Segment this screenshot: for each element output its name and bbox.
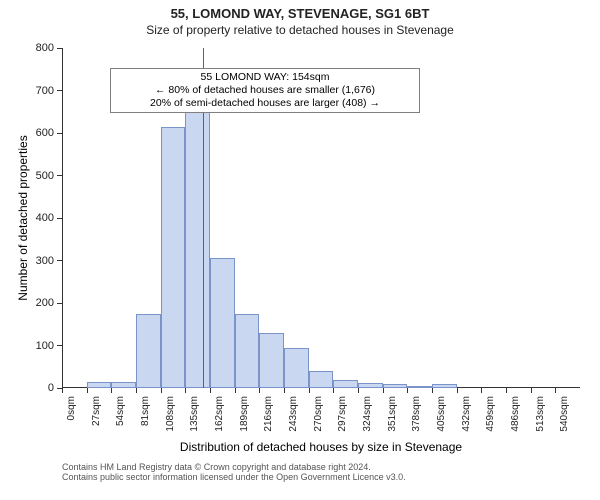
x-tick-mark [235,388,236,393]
x-tick-mark [62,388,63,393]
x-tick-mark [407,388,408,393]
x-tick-label: 135sqm [189,396,200,444]
histogram-bar [432,384,457,388]
x-tick-mark [432,388,433,393]
y-tick-mark [57,218,62,219]
x-tick-mark [185,388,186,393]
histogram-bar [111,382,136,388]
x-tick-label: 486sqm [510,396,521,444]
x-tick-mark [531,388,532,393]
x-tick-label: 243sqm [288,396,299,444]
y-tick-label: 600 [14,127,54,139]
x-tick-mark [87,388,88,393]
chart-subtitle: Size of property relative to detached ho… [0,21,600,37]
y-tick-label: 100 [14,340,54,352]
x-tick-mark [136,388,137,393]
annotation-line: 55 LOMOND WAY: 154sqm [115,71,415,84]
y-tick-mark [57,345,62,346]
histogram-bar [333,380,358,389]
annotation-line: 20% of semi-detached houses are larger (… [115,97,415,110]
x-tick-mark [555,388,556,393]
x-tick-label: 216sqm [263,396,274,444]
y-tick-label: 500 [14,170,54,182]
y-tick-label: 400 [14,212,54,224]
footer-line-2: Contains public sector information licen… [62,472,406,482]
histogram-bar [259,333,284,388]
x-tick-label: 108sqm [165,396,176,444]
chart-title: 55, LOMOND WAY, STEVENAGE, SG1 6BT [0,0,600,21]
histogram-bar [235,314,260,388]
annotation-box: 55 LOMOND WAY: 154sqm← 80% of detached h… [110,68,420,113]
y-tick-label: 200 [14,297,54,309]
histogram-bar [87,382,112,388]
y-tick-label: 0 [14,382,54,394]
x-tick-mark [358,388,359,393]
x-tick-mark [284,388,285,393]
x-tick-label: 54sqm [115,396,126,444]
y-tick-mark [57,90,62,91]
x-tick-label: 162sqm [214,396,225,444]
x-tick-label: 324sqm [362,396,373,444]
x-tick-label: 81sqm [140,396,151,444]
histogram-bar [358,383,383,388]
x-tick-label: 540sqm [559,396,570,444]
histogram-bar [161,127,186,388]
y-tick-mark [57,175,62,176]
histogram-bar [407,386,432,388]
y-tick-mark [57,260,62,261]
x-tick-mark [333,388,334,393]
y-axis-line [62,48,63,388]
x-tick-label: 432sqm [461,396,472,444]
histogram-chart: 55, LOMOND WAY, STEVENAGE, SG1 6BT Size … [0,0,600,500]
x-tick-label: 351sqm [387,396,398,444]
x-tick-mark [457,388,458,393]
histogram-bar [210,258,235,388]
histogram-bar [136,314,161,388]
x-tick-label: 459sqm [485,396,496,444]
y-tick-label: 300 [14,255,54,267]
x-tick-mark [309,388,310,393]
histogram-bar [309,371,334,388]
x-tick-label: 270sqm [313,396,324,444]
x-tick-label: 27sqm [91,396,102,444]
y-tick-label: 700 [14,85,54,97]
histogram-bar [185,110,210,388]
x-tick-mark [210,388,211,393]
x-tick-label: 189sqm [239,396,250,444]
y-tick-mark [57,48,62,49]
x-tick-mark [506,388,507,393]
x-tick-label: 513sqm [535,396,546,444]
x-tick-label: 405sqm [436,396,447,444]
plot-area: 55 LOMOND WAY: 154sqm← 80% of detached h… [62,48,580,388]
x-tick-label: 297sqm [337,396,348,444]
x-tick-mark [161,388,162,393]
chart-footer: Contains HM Land Registry data © Crown c… [62,462,406,482]
y-tick-mark [57,133,62,134]
x-tick-mark [111,388,112,393]
x-tick-mark [259,388,260,393]
histogram-bar [383,384,408,388]
x-tick-mark [481,388,482,393]
annotation-line: ← 80% of detached houses are smaller (1,… [115,84,415,97]
x-tick-label: 378sqm [411,396,422,444]
y-tick-label: 800 [14,42,54,54]
histogram-bar [284,348,309,388]
y-tick-mark [57,303,62,304]
x-tick-mark [383,388,384,393]
x-tick-label: 0sqm [66,396,77,444]
footer-line-1: Contains HM Land Registry data © Crown c… [62,462,406,472]
